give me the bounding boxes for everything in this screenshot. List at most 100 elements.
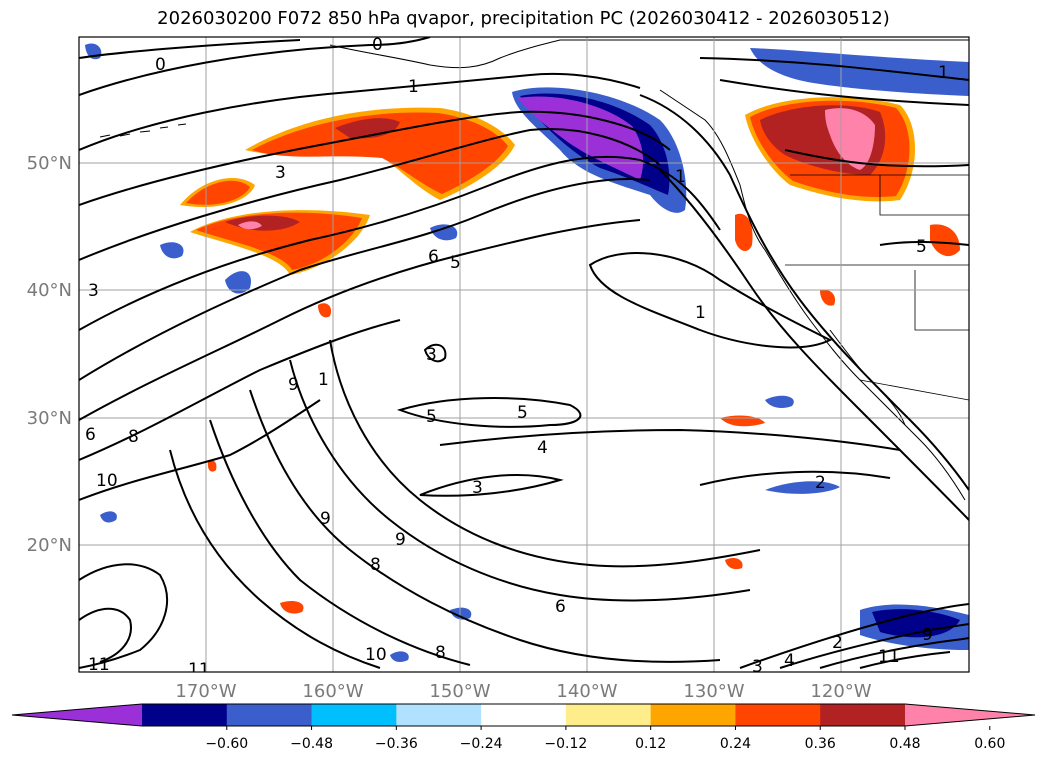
precip-patch-wet-rockies xyxy=(930,224,960,257)
precip-patch-wet-band-1-core xyxy=(252,112,508,194)
precip-patch-dry-small-6 xyxy=(390,651,409,663)
contour-line-0b xyxy=(79,37,431,96)
contour-label: 1 xyxy=(695,303,706,323)
contour-line-4a xyxy=(439,428,901,451)
contour-label: 10 xyxy=(96,471,118,491)
contour-line-5a xyxy=(79,155,721,331)
precip-patch-wet-oregon xyxy=(735,213,753,252)
precip-patch-dry-small-4 xyxy=(765,481,840,494)
colorbar-tick-label: 0.48 xyxy=(889,736,920,752)
map-layers: 0 0 1 1 1 3 3 6 5 3 9 1 1 5 5 4 3 2 6 8 … xyxy=(79,35,969,677)
contour-label: 0 xyxy=(372,35,383,55)
contour-label: 1 xyxy=(938,63,949,83)
precip-patch-wet-bc-pink xyxy=(825,108,875,170)
colorbar-tick-label: 0.24 xyxy=(720,736,751,752)
contour-label: 3 xyxy=(426,345,437,365)
graticule xyxy=(79,37,969,672)
contour-label: 4 xyxy=(784,651,795,671)
contour-label: 5 xyxy=(450,253,461,273)
contour-line-se-a xyxy=(739,603,969,669)
contour-line-0a xyxy=(79,39,301,59)
precip-patch-dry-small-2 xyxy=(160,242,184,259)
contour-line-1b xyxy=(719,79,969,106)
colorbar-segment xyxy=(820,704,906,726)
contour-line-8a xyxy=(79,319,401,461)
contour-label: 1 xyxy=(675,167,686,187)
contour-label: 9 xyxy=(922,625,933,645)
coastline xyxy=(99,39,969,501)
contour-line-main-a xyxy=(329,339,761,568)
contour-label: 3 xyxy=(88,281,99,301)
contour-label: 5 xyxy=(916,237,927,257)
precip-patch-wet-band-3-pink xyxy=(238,221,262,230)
latitude-labels: 50°N 40°N 30°N 20°N xyxy=(27,153,72,556)
contour-label: 5 xyxy=(426,407,437,427)
contour-label: 10 xyxy=(365,645,387,665)
contour-line-3b xyxy=(79,128,661,261)
contour-line-6a xyxy=(79,178,651,381)
contour-line-7a xyxy=(79,219,641,421)
contour-line-1d xyxy=(588,252,833,349)
contour-label: 2 xyxy=(815,473,826,493)
coastline-alaska xyxy=(329,39,969,69)
precip-patch-wet-small-6 xyxy=(820,289,836,306)
qvapor-contours xyxy=(79,37,969,669)
contour-label: 6 xyxy=(85,425,96,445)
contour-label: 9 xyxy=(395,530,406,550)
precip-patch-dry-small-3 xyxy=(430,224,458,241)
colorbar-extend-low xyxy=(12,704,142,726)
colorbar-tick-label: −0.60 xyxy=(205,736,248,752)
lon-label: 160°W xyxy=(302,681,363,702)
contour-line-se-c xyxy=(819,637,969,669)
contour-label: 1 xyxy=(318,370,329,390)
colorbar-segment xyxy=(396,704,482,726)
contour-label: 4 xyxy=(537,438,548,458)
contour-line-main-e xyxy=(169,449,381,669)
chart-title: 2026030200 F072 850 hPa qvapor, precipit… xyxy=(157,8,890,29)
contour-label: 11 xyxy=(88,655,110,675)
contour-line-3a xyxy=(79,110,671,206)
colorbar-outline xyxy=(11,703,1036,727)
precip-patch-dry-canada xyxy=(750,48,969,96)
precip-patch-wet-small-4 xyxy=(207,460,217,472)
colorbar: −0.60 −0.48 −0.36 −0.24 −0.12 0.12 0.24 0.36 0.4… xyxy=(11,703,1036,752)
contour-line-2a xyxy=(699,470,891,486)
contour-label: 5 xyxy=(517,403,528,423)
lat-label: 40°N xyxy=(27,280,72,301)
lon-label: 130°W xyxy=(683,681,744,702)
lon-label: 120°W xyxy=(810,681,871,702)
lon-label: 170°W xyxy=(175,681,236,702)
contour-line-sw-a xyxy=(79,563,169,669)
contour-line-inland-a xyxy=(784,149,969,168)
contour-label: 8 xyxy=(128,427,139,447)
longitude-labels: 170°W 160°W 150°W 140°W 130°W 120°W xyxy=(175,681,871,702)
contour-line-main-b xyxy=(289,359,751,602)
contour-label: 3 xyxy=(752,657,763,677)
precip-patch-wet-small-2 xyxy=(280,601,304,614)
contour-label: 0 xyxy=(155,55,166,75)
contour-line-1c xyxy=(699,57,969,81)
lat-label: 30°N xyxy=(27,408,72,429)
precip-patch-wet-band-3-core xyxy=(196,212,362,270)
contour-label: 8 xyxy=(370,555,381,575)
precip-patch-wet-small-1 xyxy=(318,303,332,318)
contour-line-main-c xyxy=(249,389,721,663)
colorbar-segment xyxy=(565,704,652,726)
contour-label-group: 0 0 1 1 1 3 3 6 5 3 9 1 1 5 5 4 3 2 6 8 … xyxy=(85,35,949,677)
colorbar-segment xyxy=(481,704,567,726)
lon-label: 150°W xyxy=(429,681,490,702)
lat-label: 50°N xyxy=(27,153,72,174)
precip-patch-dry-small-1 xyxy=(225,271,251,294)
contour-line-coast-b xyxy=(659,169,969,521)
contour-line-coast-a xyxy=(639,94,969,491)
colorbar-tick-label: −0.24 xyxy=(460,736,503,752)
contour-label: 8 xyxy=(435,643,446,663)
border-state-1 xyxy=(879,175,969,216)
colorbar-segment xyxy=(226,704,313,726)
colorbar-segment xyxy=(142,704,228,726)
border-us-mexico xyxy=(859,379,969,401)
colorbar-tick-label: −0.12 xyxy=(544,736,587,752)
contour-line-sw-b xyxy=(79,607,132,663)
contour-line-inland-b xyxy=(879,240,969,246)
contour-line-3c xyxy=(423,343,447,363)
